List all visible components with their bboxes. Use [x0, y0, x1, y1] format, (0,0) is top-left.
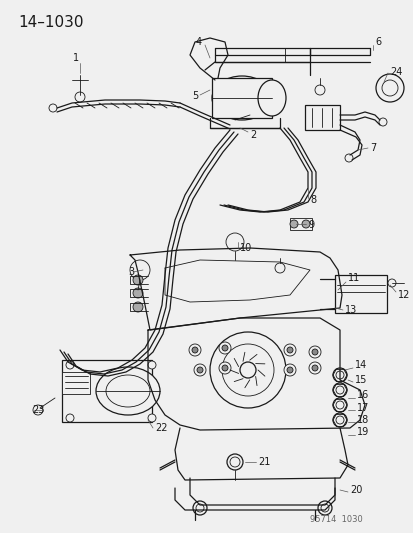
Text: 6: 6 — [374, 37, 380, 47]
Bar — [334, 275, 386, 313]
Circle shape — [286, 367, 292, 373]
Text: 23: 23 — [32, 405, 44, 415]
Circle shape — [194, 364, 206, 376]
Text: 17: 17 — [356, 403, 368, 413]
Ellipse shape — [211, 76, 271, 120]
Ellipse shape — [106, 375, 150, 407]
Circle shape — [192, 347, 197, 353]
Text: 19: 19 — [356, 427, 368, 437]
Ellipse shape — [221, 82, 261, 114]
Text: 14: 14 — [354, 360, 366, 370]
Circle shape — [147, 414, 156, 422]
Circle shape — [387, 279, 395, 287]
Text: 11: 11 — [347, 273, 359, 283]
Circle shape — [49, 104, 57, 112]
Text: 21: 21 — [257, 457, 270, 467]
Text: 18: 18 — [356, 415, 368, 425]
Circle shape — [225, 233, 243, 251]
Text: 24: 24 — [389, 67, 401, 77]
Circle shape — [189, 344, 201, 356]
Circle shape — [332, 413, 346, 427]
Circle shape — [301, 220, 309, 228]
Circle shape — [308, 346, 320, 358]
Circle shape — [375, 74, 403, 102]
Circle shape — [230, 457, 240, 467]
Text: 22: 22 — [154, 423, 167, 433]
Circle shape — [133, 302, 142, 312]
Circle shape — [332, 368, 346, 382]
Circle shape — [283, 364, 295, 376]
Circle shape — [289, 220, 297, 228]
Circle shape — [317, 501, 331, 515]
Circle shape — [147, 361, 156, 369]
Circle shape — [66, 414, 74, 422]
Circle shape — [286, 347, 292, 353]
Circle shape — [133, 288, 142, 298]
Text: 9: 9 — [307, 220, 313, 230]
Text: 20: 20 — [349, 485, 361, 495]
Text: 10: 10 — [240, 243, 252, 253]
Ellipse shape — [209, 332, 285, 408]
Text: 5: 5 — [191, 91, 197, 101]
Circle shape — [335, 371, 343, 379]
Circle shape — [308, 362, 320, 374]
Circle shape — [221, 345, 228, 351]
Ellipse shape — [96, 367, 159, 415]
Circle shape — [33, 405, 43, 415]
Circle shape — [130, 260, 150, 280]
Circle shape — [332, 398, 346, 412]
Ellipse shape — [257, 80, 285, 116]
Text: 16: 16 — [356, 390, 368, 400]
Circle shape — [311, 349, 317, 355]
Bar — [211, 78, 271, 118]
Text: 3: 3 — [128, 267, 134, 277]
Circle shape — [344, 154, 352, 162]
Circle shape — [378, 118, 386, 126]
Text: 8: 8 — [309, 195, 316, 205]
Text: 2: 2 — [249, 130, 256, 140]
Circle shape — [320, 504, 328, 512]
Circle shape — [311, 365, 317, 371]
Text: 13: 13 — [344, 305, 356, 315]
Bar — [62, 360, 152, 422]
Circle shape — [335, 416, 343, 424]
Circle shape — [218, 342, 230, 354]
Circle shape — [195, 504, 204, 512]
Circle shape — [221, 365, 228, 371]
Text: 15: 15 — [354, 375, 366, 385]
Text: 95714  1030: 95714 1030 — [309, 515, 362, 524]
Bar — [289, 218, 311, 230]
Circle shape — [226, 454, 242, 470]
Circle shape — [66, 361, 74, 369]
Circle shape — [218, 362, 230, 374]
Circle shape — [75, 92, 85, 102]
Circle shape — [192, 501, 206, 515]
Bar — [62, 372, 90, 394]
Circle shape — [133, 275, 142, 285]
Circle shape — [335, 401, 343, 409]
Text: 7: 7 — [369, 143, 375, 153]
Circle shape — [335, 386, 343, 394]
Circle shape — [274, 263, 284, 273]
Bar — [304, 105, 339, 130]
Circle shape — [332, 383, 346, 397]
Circle shape — [381, 80, 397, 96]
Text: 12: 12 — [397, 290, 409, 300]
Circle shape — [314, 85, 324, 95]
Text: 14–1030: 14–1030 — [18, 14, 83, 29]
Ellipse shape — [221, 344, 273, 396]
Text: 4: 4 — [195, 37, 202, 47]
Text: 1: 1 — [73, 53, 79, 63]
Circle shape — [283, 344, 295, 356]
Circle shape — [197, 367, 202, 373]
Circle shape — [240, 362, 255, 378]
